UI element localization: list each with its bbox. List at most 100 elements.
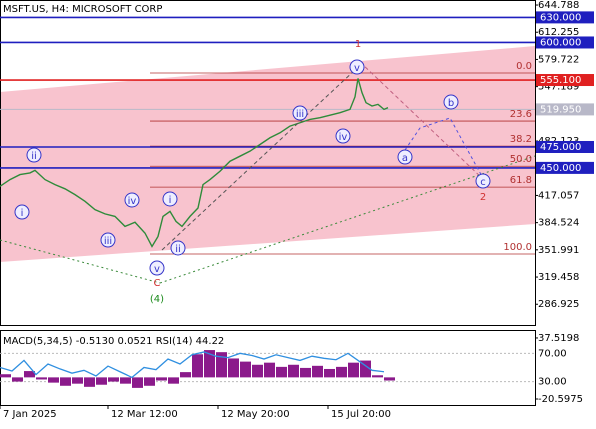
wave-label: iv	[339, 132, 348, 143]
main-frame	[0, 0, 536, 326]
y-tick-label: 579.722	[538, 54, 579, 65]
wave-line	[161, 69, 356, 251]
macd-bar	[264, 362, 275, 378]
y-tick-label: 351.991	[538, 245, 579, 256]
macd-bar	[384, 377, 395, 381]
level-label: 600.000	[540, 37, 581, 48]
wave-marker	[149, 260, 165, 276]
wave-marker	[26, 147, 42, 163]
wave-label: iii	[296, 109, 304, 120]
macd-bar	[312, 365, 323, 378]
macd-bar	[0, 374, 11, 378]
macd-bar	[336, 366, 347, 378]
y-tick-label: 417.057	[538, 190, 579, 201]
macd-bar	[360, 360, 371, 378]
macd-bar	[324, 368, 335, 378]
level-tag	[536, 36, 594, 49]
trend-line	[159, 155, 536, 284]
macd-bar	[372, 375, 383, 378]
y-tick-label: 286.925	[538, 299, 579, 310]
wave-marker	[397, 149, 413, 165]
plot-layer	[0, 16, 535, 255]
level-tag	[536, 103, 594, 116]
wave-marker	[14, 204, 30, 220]
wave-label: (4)	[150, 294, 164, 305]
y-tick-label: 547.189	[538, 82, 579, 93]
macd-bar	[96, 377, 107, 385]
wave-marker	[443, 94, 459, 110]
macd-bar	[348, 362, 359, 378]
fibo-label: 0.0	[516, 61, 532, 72]
wave-marker	[349, 59, 365, 75]
macd-bar	[48, 377, 59, 383]
wave-marker	[335, 128, 351, 144]
wave-label: C	[154, 278, 161, 289]
wave-label: iii	[104, 236, 112, 247]
macd-bar	[60, 377, 71, 386]
x-tick-label: 7 Jan 2025	[3, 409, 57, 420]
price-line	[0, 78, 389, 248]
y-tick-label: 70.00	[538, 348, 567, 359]
level-label: 450.000	[540, 163, 581, 174]
macd-bar	[300, 367, 311, 378]
level-tag	[536, 161, 594, 174]
wave-label: v	[354, 63, 360, 74]
macd-bar	[144, 377, 155, 386]
y-tick-label: 319.458	[538, 272, 579, 283]
level-tag	[536, 140, 594, 153]
level-label: 630.000	[540, 12, 581, 23]
x-tick-label: 12 Mar 12:00	[111, 409, 178, 420]
macd-bar	[276, 366, 287, 378]
wave-label: c	[480, 177, 486, 188]
fibo-label: 38.2	[510, 134, 532, 145]
y2-tick-label: 37.5198	[538, 333, 579, 344]
macd-bar	[84, 377, 95, 387]
macd-bar	[24, 371, 35, 378]
level-tag	[536, 11, 594, 24]
level-label: 555.100	[540, 75, 581, 86]
macd-bar	[240, 361, 251, 378]
wave-label: 2	[480, 192, 486, 203]
x-tick-label: 12 May 20:00	[221, 409, 290, 420]
forecast-line	[404, 117, 485, 181]
level-label: 475.000	[540, 142, 581, 153]
wave-label: ii	[175, 244, 181, 255]
wave-marker	[124, 192, 140, 208]
macd-bar	[168, 377, 179, 384]
forecast-line	[359, 61, 485, 181]
macd-bar	[180, 372, 191, 378]
chart-title: MSFT.US, H4: MICROSOFT CORP	[3, 4, 162, 15]
wave-label: i	[169, 195, 172, 206]
macd-bar	[132, 377, 143, 388]
rsi-line	[0, 351, 385, 379]
macd-bar	[12, 377, 23, 382]
macd-bar	[120, 377, 131, 384]
channel	[0, 46, 535, 262]
y-tick-label: 612.255	[538, 27, 579, 38]
level-tag	[536, 74, 594, 87]
macd-bar	[252, 364, 263, 378]
macd-bar	[216, 352, 227, 378]
wave-marker	[170, 240, 186, 256]
wave-label: ii	[31, 151, 37, 162]
macd-bar	[72, 377, 83, 384]
fibo-label: 61.8	[510, 175, 532, 186]
macd-bar	[204, 350, 215, 378]
indicator-title: MACD(5,34,5) -0.5130 0.0521 RSI(14) 44.2…	[3, 336, 224, 347]
level-label: 519.950	[540, 104, 581, 115]
macd-bar	[156, 377, 167, 381]
macd-bar	[228, 358, 239, 378]
wave-label: a	[402, 153, 408, 164]
wave-marker	[100, 232, 116, 248]
fibo-label: 100.0	[503, 242, 532, 253]
fibo-label: 23.6	[510, 109, 532, 120]
wave-label: v	[154, 264, 160, 275]
wave-label: b	[448, 98, 454, 109]
wave-label: iv	[128, 196, 137, 207]
wave-marker	[292, 105, 308, 121]
wave-marker	[162, 191, 178, 207]
y-tick-label: 384.524	[538, 218, 579, 229]
wave-label: 1	[355, 39, 361, 50]
y-tick-label: 30.00	[538, 377, 567, 388]
